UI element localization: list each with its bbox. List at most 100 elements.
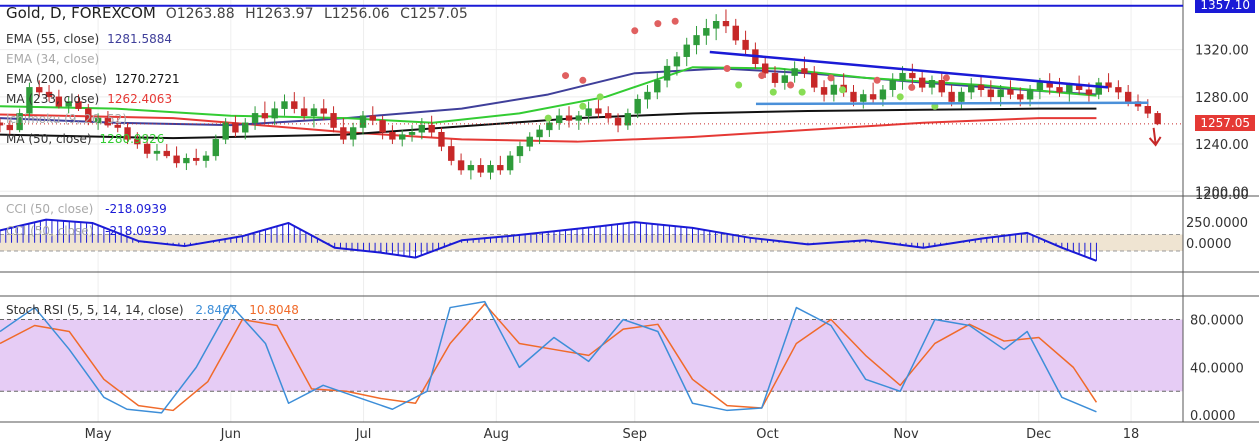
candle-body-16 (153, 150, 161, 154)
red-dot-11 (942, 74, 950, 82)
red-dot-9 (873, 76, 881, 84)
candle-body-14 (134, 139, 141, 145)
x-tick-label-1: Jun (220, 427, 241, 442)
candle-body-108 (1056, 87, 1063, 93)
candle-body-37 (359, 115, 367, 128)
candle-body-104 (1017, 94, 1024, 100)
indicator-label: MA (233, close) (6, 92, 100, 106)
candle-body-22 (212, 139, 220, 157)
candle-body-69 (673, 56, 681, 67)
stoch-d-value: 10.8048 (249, 303, 299, 317)
candle-body-55 (536, 129, 543, 138)
cci-legend-1: CCI (50, close) -218.0939 (6, 202, 167, 216)
trend-line-0 (709, 50, 1109, 89)
candle-body-93 (909, 72, 916, 79)
candle-body-28 (271, 108, 278, 119)
candle-body-41 (399, 134, 406, 140)
candle-body-70 (683, 44, 690, 57)
candle-body-74 (722, 21, 730, 27)
candle-body-109 (1066, 84, 1073, 93)
cci-tick-label-0: 250.0000 (1186, 216, 1248, 231)
x-tick-label-5: Oct (756, 427, 778, 442)
green-dot-6 (839, 86, 847, 94)
candle-body-50 (487, 165, 494, 173)
pane-separators (0, 0, 1259, 423)
candle-body-13 (124, 127, 131, 140)
cci-label-2: CCI (50, close) (6, 224, 94, 238)
x-tick-label-7: Dec (1026, 427, 1051, 442)
indicator-legend-row-3: MA (233, close) 1262.4063 (6, 92, 172, 106)
price-tick-label-3: 1320.00 (1195, 44, 1249, 59)
candle-body-100 (977, 84, 985, 90)
candle-body-32 (310, 108, 318, 116)
indicator-value: 1281.5884 (107, 32, 173, 46)
candle-body-79 (771, 72, 779, 83)
candle-body-56 (546, 122, 553, 131)
candle-body-106 (1036, 82, 1044, 90)
oscillators (0, 218, 1098, 414)
cci-label: CCI (50, close) (6, 202, 94, 216)
candle-body-12 (114, 124, 121, 128)
stoch-label: Stoch RSI (5, 5, 14, 14, close) (6, 303, 184, 317)
candle-body-81 (791, 68, 798, 76)
candle-body-18 (173, 155, 180, 164)
green-dot-4 (769, 88, 777, 96)
candle-body-67 (654, 80, 661, 93)
candle-body-94 (918, 77, 926, 88)
green-dot-7 (896, 93, 904, 101)
indicator-legend-row-2: EMA (200, close) 1270.2721 (6, 72, 180, 86)
indicator-legend-row-5: MA (50, close) 1280.9926 (6, 132, 164, 146)
candle-body-101 (987, 89, 995, 98)
indicator-value: 1262.4063 (107, 92, 173, 106)
stoch-legend: Stoch RSI (5, 5, 14, 14, close) 2.8467 1… (6, 303, 299, 317)
low-value: L1256.06 (323, 6, 390, 22)
candle-body-91 (889, 80, 896, 90)
red-dot-0 (562, 72, 570, 80)
red-dot-3 (654, 20, 662, 28)
candle-body-114 (1115, 87, 1122, 93)
candle-body-66 (644, 91, 651, 100)
candle-body-92 (899, 72, 906, 81)
candle-body-20 (193, 157, 200, 161)
cci-value-2: -218.0939 (105, 224, 167, 238)
candle-body-11 (104, 117, 112, 126)
candle-body-5 (45, 91, 53, 98)
candlesticks (0, 9, 1161, 180)
candle-body-24 (232, 122, 239, 133)
green-dot-0 (544, 114, 552, 122)
candle-body-89 (869, 94, 877, 100)
trend-line-1 (755, 101, 1149, 106)
x-tick-label-0: May (85, 427, 112, 442)
red-dot-8 (827, 74, 835, 82)
candle-body-3 (26, 87, 33, 114)
resistance-price-tag: 1357.10 (1195, 0, 1255, 13)
green-dot-2 (596, 93, 604, 101)
stoch-band (0, 319, 1183, 392)
price-tick-label-0: 1200.00 (1195, 185, 1249, 200)
candle-body-39 (379, 120, 386, 133)
candle-body-68 (663, 65, 671, 81)
candle-body-23 (222, 122, 229, 140)
candle-body-51 (497, 165, 504, 171)
red-dot-5 (723, 64, 731, 72)
signal-dots (544, 17, 950, 122)
candle-body-61 (595, 108, 602, 114)
candle-body-43 (418, 124, 426, 133)
indicator-legend-row-1: EMA (34, close) (6, 52, 99, 66)
indicator-legend-row-4: Ichimoku (9, 26, 52) (6, 112, 127, 126)
candle-body-47 (457, 160, 465, 171)
candle-body-58 (565, 115, 573, 121)
indicator-legend-row-0: EMA (55, close) 1281.5884 (6, 32, 172, 46)
candle-body-15 (143, 143, 151, 154)
candle-body-102 (997, 89, 1004, 98)
candle-body-112 (1095, 82, 1102, 95)
candle-body-80 (781, 75, 789, 83)
cci-line (0, 218, 1097, 262)
close-value: C1257.05 (400, 6, 468, 22)
cci-tick-label-1: 0.0000 (1186, 237, 1232, 252)
candle-body-72 (703, 28, 710, 36)
candle-body-8 (75, 101, 82, 109)
indicator-label: EMA (200, close) (6, 72, 107, 86)
candle-body-1 (6, 124, 14, 131)
